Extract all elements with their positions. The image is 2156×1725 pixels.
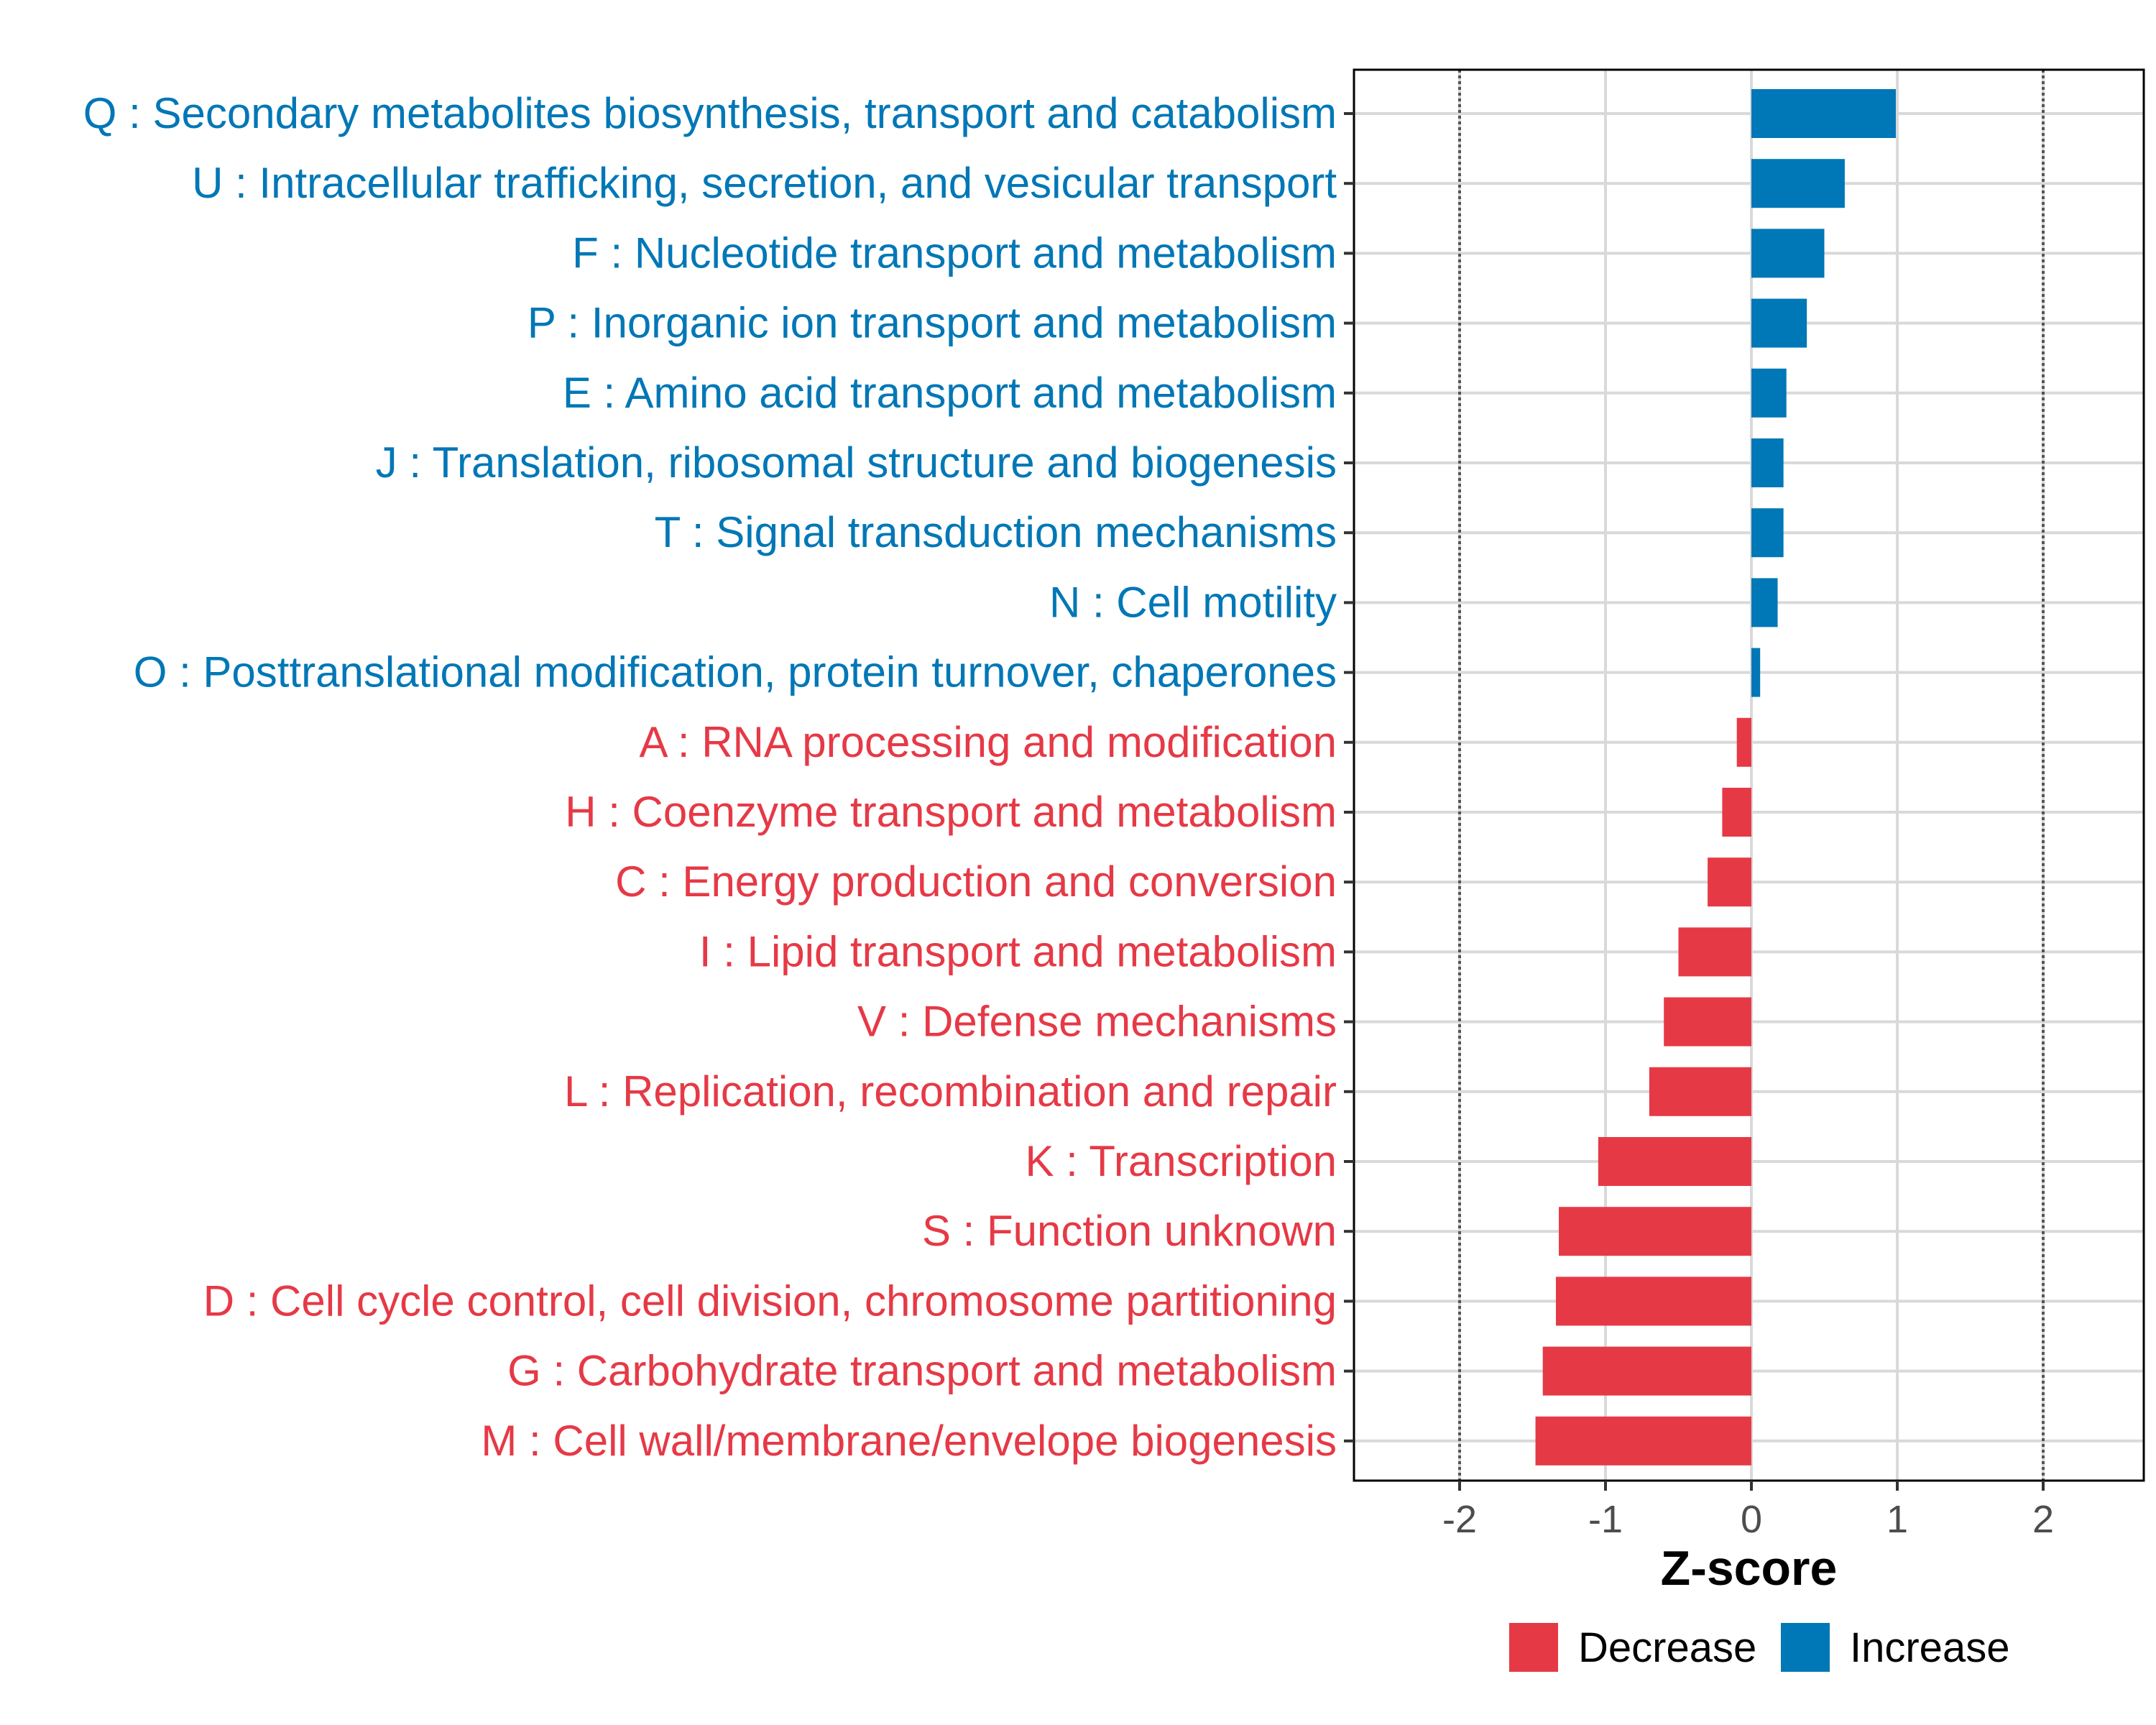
legend: Decrease Increase — [1509, 1623, 2009, 1672]
x-tick-label: -2 — [1442, 1498, 1477, 1541]
x-tick-label: 2 — [2032, 1498, 2054, 1541]
category-label: F : Nucleotide transport and metabolism — [572, 229, 1337, 277]
bar — [1751, 368, 1787, 418]
bar — [1751, 648, 1761, 697]
bar — [1559, 1207, 1751, 1256]
category-labels: Q : Secondary metabolites biosynthesis, … — [83, 89, 1337, 1465]
bar — [1751, 508, 1784, 558]
bar — [1664, 997, 1751, 1046]
bar — [1736, 717, 1751, 767]
bar — [1751, 229, 1825, 278]
category-label: C : Energy production and conversion — [615, 857, 1337, 906]
category-label: V : Defense mechanisms — [857, 998, 1337, 1046]
reference-lines — [1458, 70, 2045, 1481]
category-label: J : Translation, ribosomal structure and… — [376, 438, 1337, 487]
panel-border — [1353, 68, 2145, 1482]
x-tick-label: 1 — [1886, 1498, 1908, 1541]
axis-ticks — [1344, 112, 2045, 1491]
category-label: T : Signal transduction mechanisms — [655, 508, 1337, 556]
category-label: D : Cell cycle control, cell division, c… — [203, 1276, 1337, 1325]
x-tick-labels: -2 -1 0 1 2 — [1442, 1498, 2054, 1541]
bar — [1678, 927, 1751, 977]
category-label: I : Lipid transport and metabolism — [699, 927, 1337, 975]
x-tick-label: 0 — [1741, 1498, 1762, 1541]
category-label: N : Cell motility — [1049, 578, 1337, 626]
bar — [1751, 438, 1784, 487]
category-label: L : Replication, recombination and repai… — [564, 1067, 1337, 1116]
category-label: A : RNA processing and modification — [639, 718, 1337, 766]
legend-label: Increase — [1850, 1624, 2009, 1671]
legend-swatch — [1781, 1623, 1830, 1672]
bar — [1649, 1067, 1751, 1116]
bar — [1751, 578, 1778, 627]
bars — [1535, 89, 1896, 1466]
category-label: K : Transcription — [1025, 1137, 1337, 1185]
x-tick-label: -1 — [1588, 1498, 1623, 1541]
bar — [1751, 298, 1807, 348]
bar — [1598, 1137, 1751, 1186]
category-label: U : Intracellular trafficking, secretion… — [192, 159, 1337, 207]
bar — [1751, 89, 1896, 138]
bar — [1555, 1276, 1751, 1326]
category-label: H : Coenzyme transport and metabolism — [565, 788, 1337, 836]
category-label: S : Function unknown — [922, 1207, 1337, 1255]
category-label: G : Carbohydrate transport and metabolis… — [507, 1347, 1337, 1395]
category-label: O : Posttranslational modification, prot… — [134, 648, 1337, 696]
category-label: P : Inorganic ion transport and metaboli… — [528, 299, 1337, 347]
category-label: Q : Secondary metabolites biosynthesis, … — [83, 89, 1337, 137]
category-label: E : Amino acid transport and metabolism — [563, 369, 1337, 417]
legend-label: Decrease — [1578, 1624, 1756, 1671]
bar — [1535, 1416, 1751, 1466]
bar — [1722, 788, 1751, 837]
bar — [1708, 857, 1751, 907]
category-label: M : Cell wall/membrane/envelope biogenes… — [481, 1417, 1337, 1465]
x-axis-title: Z-score — [1661, 1541, 1838, 1596]
bar — [1542, 1346, 1751, 1396]
legend-swatch — [1509, 1623, 1558, 1672]
bar — [1751, 159, 1845, 208]
